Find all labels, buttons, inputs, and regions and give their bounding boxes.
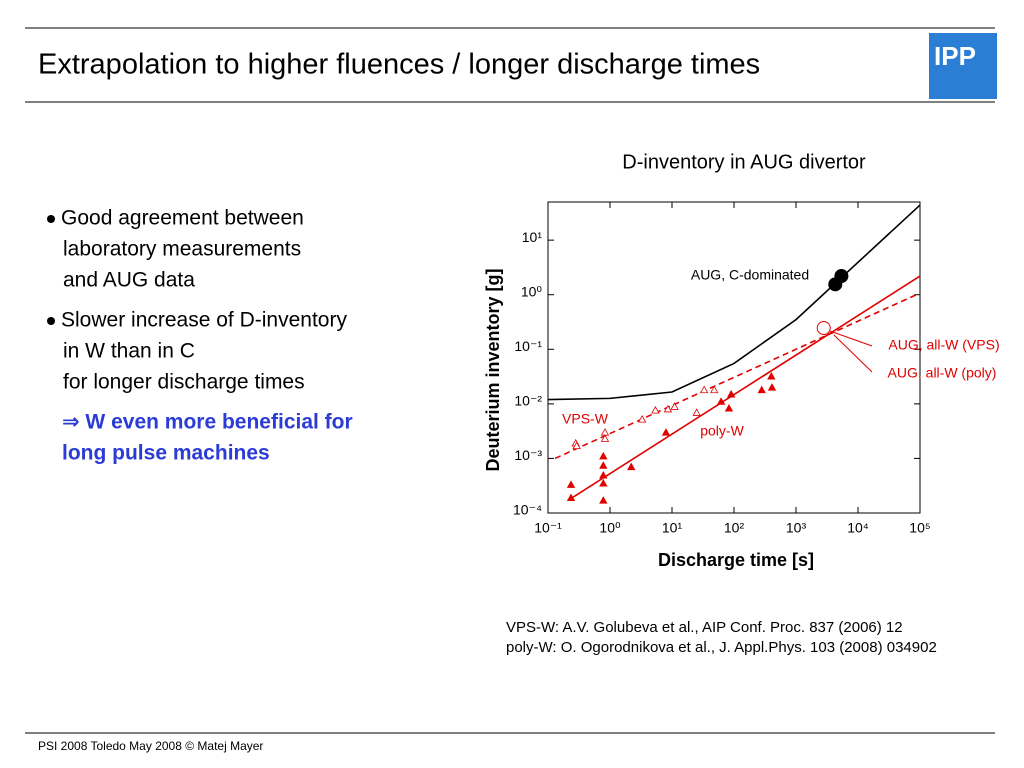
point (692, 408, 701, 416)
point (572, 441, 581, 450)
point (566, 493, 576, 501)
point (661, 428, 671, 436)
bullet-text: in W than in C (63, 340, 195, 363)
logo-text: IPP (934, 41, 976, 71)
point (599, 461, 608, 469)
x-tick-label: 10¹ (662, 520, 683, 536)
annotation: VPS-W (562, 411, 609, 427)
point (757, 385, 766, 394)
conclusion-text: ⇒ W even more beneficial for (62, 411, 353, 434)
point (816, 321, 831, 336)
bullet (47, 215, 55, 223)
x-tick-label: 10² (724, 520, 745, 536)
bullet (47, 317, 55, 325)
logo (929, 33, 997, 99)
y-tick-label: 10⁻² (514, 393, 542, 409)
reference: VPS-W: A.V. Golubeva et al., AIP Conf. P… (506, 619, 903, 636)
y-tick-label: 10⁻⁴ (513, 502, 542, 518)
series-line (547, 204, 921, 401)
y-axis-label: Deuterium inventory [g] (483, 268, 503, 471)
conclusion-text: long pulse machines (62, 442, 270, 465)
y-tick-label: 10⁻¹ (514, 338, 542, 354)
x-tick-label: 10⁴ (847, 520, 869, 536)
point (599, 496, 608, 504)
footer: PSI 2008 Toledo May 2008 © Matej Mayer (38, 739, 263, 753)
point (699, 385, 709, 394)
series-line (567, 275, 921, 502)
point (670, 402, 679, 410)
point (767, 383, 777, 391)
slide-title: Extrapolation to higher fluences / longe… (38, 49, 760, 81)
arrow (833, 334, 873, 373)
annotation: AUG, C-dominated (691, 267, 809, 283)
point (834, 269, 849, 284)
arrow (829, 330, 873, 347)
point (767, 371, 776, 380)
point (710, 385, 719, 394)
point (726, 389, 736, 398)
x-tick-label: 10⁰ (599, 520, 621, 536)
point (566, 480, 576, 488)
point (599, 478, 608, 487)
point (600, 428, 610, 436)
point (716, 397, 726, 405)
series-line (554, 292, 921, 460)
x-tick-label: 10⁵ (909, 520, 930, 536)
x-axis-label: Discharge time [s] (658, 550, 814, 570)
y-tick-label: 10⁻³ (514, 447, 542, 463)
y-tick-label: 10¹ (522, 229, 543, 245)
point (651, 406, 660, 414)
y-tick-label: 10⁰ (521, 283, 543, 299)
point (724, 403, 734, 412)
point (637, 415, 647, 423)
bullet-text: for longer discharge times (63, 371, 305, 394)
point (599, 451, 608, 460)
bullet-text: Good agreement between (61, 207, 304, 230)
x-tick-label: 10³ (786, 520, 807, 536)
bullet-text: Slower increase of D-inventory (61, 309, 347, 332)
bullet-text: and AUG data (63, 269, 195, 292)
annotation: poly-W (700, 423, 744, 439)
x-tick-label: 10⁻¹ (534, 520, 562, 536)
annotation: AUG, all-W (VPS) (888, 337, 999, 353)
point (663, 404, 673, 413)
reference: poly-W: O. Ogorodnikova et al., J. Appl.… (506, 639, 937, 656)
point (599, 471, 608, 479)
chart-title: D-inventory in AUG divertor (622, 151, 866, 173)
point (627, 462, 636, 471)
annotation: AUG, all-W (poly) (888, 365, 997, 381)
point (600, 434, 610, 442)
bullet-text: laboratory measurements (63, 238, 301, 261)
